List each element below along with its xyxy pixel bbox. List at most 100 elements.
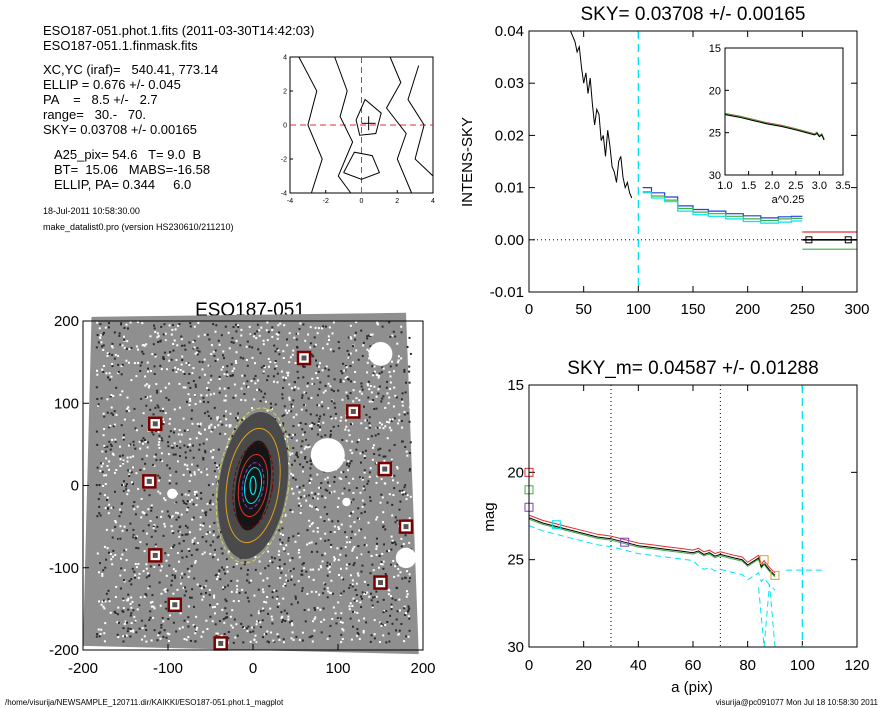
noise-pixel (309, 342, 312, 345)
noise-pixel (389, 335, 392, 338)
noise-pixel (275, 590, 278, 592)
noise-pixel (226, 616, 229, 619)
noise-pixel (350, 460, 353, 463)
noise-pixel (158, 441, 161, 444)
noise-pixel (222, 568, 225, 571)
noise-pixel (306, 543, 309, 546)
noise-pixel (271, 326, 274, 329)
noise-pixel (134, 427, 137, 430)
noise-pixel (196, 422, 199, 425)
noise-pixel (143, 489, 146, 492)
mag-curve-black (528, 517, 776, 576)
noise-pixel (210, 417, 212, 420)
noise-pixel (187, 506, 190, 509)
noise-pixel (96, 373, 99, 376)
noise-pixel (191, 498, 193, 501)
noise-pixel (293, 389, 296, 392)
noise-pixel (182, 539, 185, 542)
noise-pixel (319, 425, 322, 428)
noise-pixel (359, 601, 362, 604)
noise-pixel (217, 424, 220, 427)
noise-pixel (341, 492, 344, 495)
noise-pixel (113, 357, 116, 360)
noise-pixel (246, 364, 249, 367)
noise-pixel (127, 327, 129, 330)
noise-pixel (119, 393, 122, 396)
noise-pixel (262, 636, 264, 639)
noise-pixel (369, 572, 372, 575)
noise-pixel (135, 566, 138, 569)
noise-pixel (406, 346, 409, 348)
noise-pixel (267, 564, 270, 567)
noise-pixel (115, 386, 118, 389)
noise-pixel (193, 605, 195, 608)
noise-pixel (235, 584, 238, 587)
noise-pixel (328, 565, 331, 568)
noise-pixel (196, 626, 199, 629)
noise-pixel (231, 435, 234, 438)
noise-pixel (376, 542, 378, 545)
noise-pixel (314, 326, 317, 329)
noise-pixel (265, 400, 267, 403)
noise-pixel (119, 455, 122, 458)
noise-pixel (212, 493, 215, 496)
noise-pixel (196, 350, 199, 353)
noise-pixel (386, 437, 389, 440)
noise-pixel (130, 347, 133, 349)
noise-pixel (229, 424, 232, 427)
noise-pixel (292, 474, 295, 477)
noise-pixel (270, 402, 272, 405)
noise-pixel (121, 529, 124, 532)
noise-pixel (212, 540, 214, 543)
noise-pixel (185, 590, 188, 593)
noise-pixel (104, 507, 107, 510)
noise-pixel (120, 373, 123, 376)
noise-pixel (174, 511, 177, 514)
noise-pixel (303, 447, 306, 450)
noise-pixel (216, 466, 218, 469)
noise-pixel (408, 573, 411, 576)
mag-profile-frame (528, 384, 858, 648)
noise-pixel (408, 629, 411, 632)
noise-pixel (308, 445, 311, 448)
sky-xtick-label: 200 (735, 301, 760, 318)
noise-pixel (355, 594, 358, 596)
noise-pixel (114, 438, 117, 441)
noise-pixel (187, 636, 190, 639)
noise-pixel (120, 424, 123, 427)
noise-pixel (223, 399, 226, 402)
contour-ytick-label: 2 (283, 89, 287, 96)
noise-pixel (160, 565, 163, 568)
noise-pixel (176, 512, 179, 515)
noise-pixel (123, 335, 125, 338)
noise-pixel (192, 516, 195, 519)
noise-pixel (369, 640, 372, 643)
noise-pixel (164, 552, 167, 555)
noise-pixel (181, 359, 184, 361)
noise-pixel (283, 549, 286, 552)
contour-line (385, 56, 413, 194)
noise-pixel (108, 551, 110, 554)
noise-pixel (380, 624, 383, 627)
noise-pixel (119, 574, 122, 577)
noise-pixel (227, 584, 229, 587)
noise-pixel (115, 521, 117, 524)
noise-pixel (269, 607, 272, 610)
noise-pixel (153, 629, 156, 632)
noise-pixel (167, 453, 170, 456)
noise-pixel (191, 409, 193, 412)
noise-pixel (251, 356, 254, 359)
noise-pixel (96, 398, 99, 400)
noise-pixel (296, 485, 299, 488)
mag-xtick-label: 0 (525, 657, 533, 674)
noise-pixel (281, 567, 283, 570)
noise-pixel (297, 551, 300, 554)
noise-pixel (123, 346, 126, 349)
noise-pixel (403, 370, 406, 373)
noise-pixel (111, 342, 114, 345)
noise-pixel (202, 630, 205, 633)
noise-pixel (155, 383, 158, 386)
sky-profile-title: SKY= 0.03708 +/- 0.00165 (580, 4, 805, 25)
noise-pixel (286, 338, 288, 341)
noise-pixel (196, 347, 199, 350)
